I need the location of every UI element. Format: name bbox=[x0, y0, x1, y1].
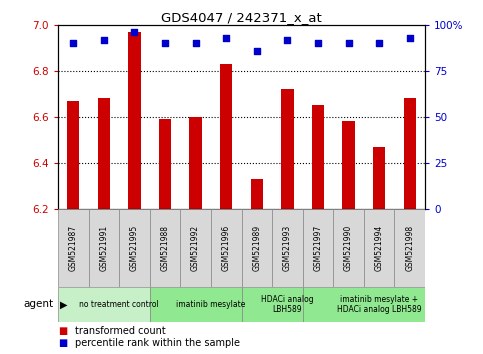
Bar bbox=[189, 117, 202, 209]
Text: GSM521988: GSM521988 bbox=[160, 225, 170, 271]
Text: GSM521997: GSM521997 bbox=[313, 225, 323, 271]
Bar bbox=[333, 209, 364, 287]
Text: imatinib mesylate +
HDACi analog LBH589: imatinib mesylate + HDACi analog LBH589 bbox=[337, 295, 422, 314]
Bar bbox=[58, 287, 150, 322]
Text: GSM521998: GSM521998 bbox=[405, 225, 414, 271]
Text: GSM521987: GSM521987 bbox=[69, 225, 78, 271]
Bar bbox=[342, 121, 355, 209]
Point bbox=[406, 35, 413, 40]
Text: GSM521991: GSM521991 bbox=[99, 225, 108, 271]
Bar bbox=[395, 209, 425, 287]
Text: transformed count: transformed count bbox=[75, 326, 166, 336]
Text: GDS4047 / 242371_x_at: GDS4047 / 242371_x_at bbox=[161, 11, 322, 24]
Point bbox=[375, 40, 383, 46]
Point bbox=[314, 40, 322, 46]
Bar bbox=[159, 119, 171, 209]
Bar bbox=[180, 209, 211, 287]
Text: GSM521989: GSM521989 bbox=[252, 225, 261, 271]
Bar bbox=[128, 32, 141, 209]
Point bbox=[130, 29, 138, 35]
Bar bbox=[98, 98, 110, 209]
Point bbox=[345, 40, 353, 46]
Text: HDACi analog
LBH589: HDACi analog LBH589 bbox=[261, 295, 313, 314]
Text: GSM521994: GSM521994 bbox=[375, 225, 384, 271]
Point bbox=[100, 37, 108, 42]
Text: GSM521996: GSM521996 bbox=[222, 225, 231, 271]
Text: ■: ■ bbox=[58, 338, 67, 348]
Bar bbox=[150, 287, 242, 322]
Text: ▶: ▶ bbox=[60, 299, 68, 309]
Bar bbox=[373, 147, 385, 209]
Point bbox=[253, 48, 261, 53]
Bar bbox=[242, 287, 303, 322]
Text: percentile rank within the sample: percentile rank within the sample bbox=[75, 338, 240, 348]
Bar bbox=[272, 209, 303, 287]
Bar bbox=[67, 101, 79, 209]
Point bbox=[192, 40, 199, 46]
Bar bbox=[364, 209, 395, 287]
Bar bbox=[211, 209, 242, 287]
Bar bbox=[88, 209, 119, 287]
Text: no treatment control: no treatment control bbox=[79, 300, 159, 309]
Bar bbox=[220, 64, 232, 209]
Point bbox=[70, 40, 77, 46]
Text: GSM521992: GSM521992 bbox=[191, 225, 200, 271]
Text: agent: agent bbox=[23, 299, 53, 309]
Text: GSM521995: GSM521995 bbox=[130, 225, 139, 271]
Bar bbox=[312, 105, 324, 209]
Bar bbox=[58, 209, 88, 287]
Bar bbox=[251, 179, 263, 209]
Bar bbox=[281, 89, 294, 209]
Bar bbox=[119, 209, 150, 287]
Point bbox=[284, 37, 291, 42]
Bar bbox=[303, 209, 333, 287]
Text: GSM521993: GSM521993 bbox=[283, 225, 292, 271]
Bar bbox=[242, 209, 272, 287]
Point bbox=[222, 35, 230, 40]
Text: GSM521990: GSM521990 bbox=[344, 225, 353, 271]
Bar bbox=[404, 98, 416, 209]
Bar bbox=[303, 287, 425, 322]
Point bbox=[161, 40, 169, 46]
Text: ■: ■ bbox=[58, 326, 67, 336]
Bar bbox=[150, 209, 180, 287]
Text: imatinib mesylate: imatinib mesylate bbox=[176, 300, 245, 309]
